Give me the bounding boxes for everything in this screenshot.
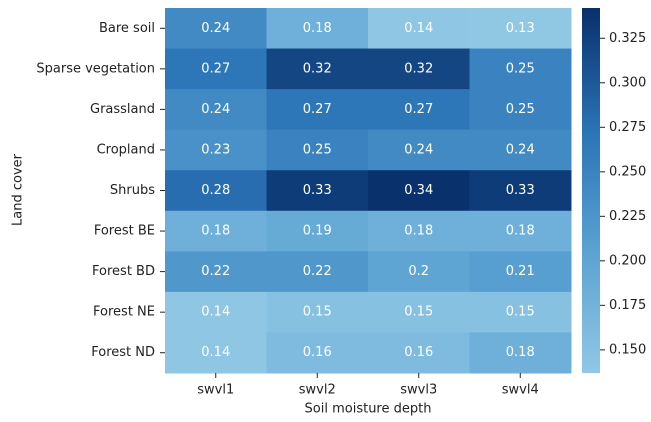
heat-cell xyxy=(165,332,267,374)
cell-label: 0.25 xyxy=(506,61,535,76)
x-tick-label: swvl4 xyxy=(502,383,539,398)
y-tick-label: Forest BE xyxy=(94,224,155,239)
heat-cell xyxy=(266,48,369,90)
cell-label: 0.28 xyxy=(201,183,230,198)
cell-label: 0.18 xyxy=(201,224,230,239)
x-axis-label: Soil moisture depth xyxy=(305,402,432,417)
heat-cell xyxy=(469,89,572,131)
colorbar-tick-label: 0.325 xyxy=(609,31,646,46)
heat-cell xyxy=(469,332,572,374)
heat-cell xyxy=(266,210,369,252)
heat-cell xyxy=(368,8,470,50)
cell-label: 0.19 xyxy=(303,224,332,239)
cell-label: 0.18 xyxy=(303,21,332,36)
heat-cell xyxy=(165,48,267,90)
cell-label: 0.18 xyxy=(506,345,535,360)
cell-label: 0.24 xyxy=(201,102,230,117)
heat-cell xyxy=(266,129,369,171)
heat-cell xyxy=(165,210,267,252)
heat-cell xyxy=(469,8,572,50)
cell-label: 0.16 xyxy=(303,345,332,360)
cell-label: 0.27 xyxy=(303,102,332,117)
heat-cell xyxy=(266,170,369,212)
heat-cell xyxy=(165,251,267,293)
cell-label: 0.27 xyxy=(404,102,433,117)
heat-cell xyxy=(469,251,572,293)
heat-cell xyxy=(469,210,572,252)
cell-label: 0.14 xyxy=(404,21,433,36)
colorbar-tick-label: 0.300 xyxy=(609,75,646,90)
cell-label: 0.13 xyxy=(506,21,535,36)
y-tick-label: Grassland xyxy=(90,102,155,117)
x-tick-label: swvl1 xyxy=(197,383,234,398)
cell-label: 0.24 xyxy=(404,142,433,157)
cell-label: 0.24 xyxy=(201,21,230,36)
heat-cell xyxy=(368,89,470,131)
cell-label: 0.27 xyxy=(201,61,230,76)
heat-cell xyxy=(368,48,470,90)
heat-cell xyxy=(368,291,470,333)
x-tick-label: swvl2 xyxy=(299,383,336,398)
heat-cell xyxy=(469,291,572,333)
cell-label: 0.16 xyxy=(404,345,433,360)
cell-label: 0.18 xyxy=(506,224,535,239)
heat-cell xyxy=(266,8,369,50)
colorbar xyxy=(582,8,600,373)
cell-label: 0.15 xyxy=(404,305,433,320)
heat-cell xyxy=(165,170,267,212)
cell-label: 0.14 xyxy=(201,305,230,320)
y-tick-label: Forest BD xyxy=(92,264,155,279)
heat-cell xyxy=(368,170,470,212)
cell-label: 0.21 xyxy=(506,264,535,279)
heat-cell xyxy=(266,291,369,333)
colorbar-tick-label: 0.200 xyxy=(609,253,646,268)
heat-cell xyxy=(368,210,470,252)
colorbar-tick-label: 0.275 xyxy=(609,120,646,135)
heat-cell xyxy=(469,170,572,212)
cell-label: 0.23 xyxy=(201,142,230,157)
y-tick-label: Forest ND xyxy=(91,345,155,360)
cell-label: 0.14 xyxy=(201,345,230,360)
heat-cell xyxy=(266,89,369,131)
y-tick-label: Bare soil xyxy=(99,21,155,36)
cell-label: 0.25 xyxy=(303,142,332,157)
y-tick-label: Sparse vegetation xyxy=(36,61,155,76)
cell-label: 0.32 xyxy=(303,61,332,76)
cell-label: 0.2 xyxy=(408,264,429,279)
cell-label: 0.24 xyxy=(506,142,535,157)
cell-label: 0.34 xyxy=(404,183,433,198)
y-axis-label: Land cover xyxy=(11,153,26,226)
heat-cell xyxy=(165,89,267,131)
x-tick-label: swvl3 xyxy=(400,383,437,398)
cell-label: 0.22 xyxy=(303,264,332,279)
heat-cell xyxy=(469,129,572,171)
cell-label: 0.32 xyxy=(404,61,433,76)
heat-cell xyxy=(165,129,267,171)
cell-label: 0.15 xyxy=(506,305,535,320)
heat-cell xyxy=(266,332,369,374)
y-tick-label: Forest NE xyxy=(93,305,155,320)
cell-label: 0.18 xyxy=(404,224,433,239)
heat-cell xyxy=(266,251,369,293)
heat-cell xyxy=(368,251,470,293)
colorbar-tick-label: 0.225 xyxy=(609,209,646,224)
y-tick-label: Shrubs xyxy=(110,183,155,198)
colorbar-tick-label: 0.175 xyxy=(609,298,646,313)
heat-cell xyxy=(165,291,267,333)
colorbar-tick-label: 0.150 xyxy=(609,342,646,357)
heat-cell xyxy=(165,8,267,50)
y-tick-label: Cropland xyxy=(97,142,155,157)
cell-label: 0.15 xyxy=(303,305,332,320)
cell-label: 0.22 xyxy=(201,264,230,279)
heat-cell xyxy=(368,129,470,171)
cell-label: 0.25 xyxy=(506,102,535,117)
colorbar-tick-label: 0.250 xyxy=(609,164,646,179)
cell-label: 0.33 xyxy=(303,183,332,198)
heat-cell xyxy=(469,48,572,90)
heat-cell xyxy=(368,332,470,374)
cell-label: 0.33 xyxy=(506,183,535,198)
